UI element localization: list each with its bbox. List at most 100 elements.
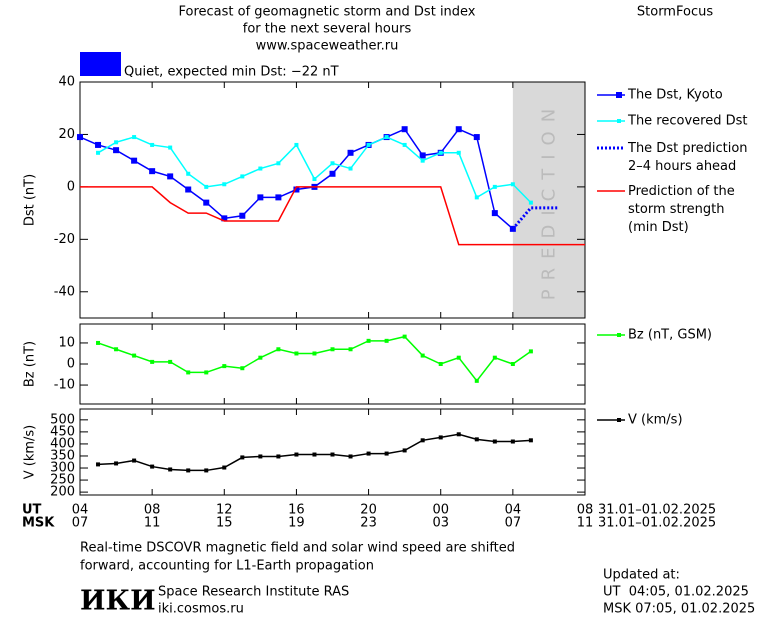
point <box>294 452 299 457</box>
point <box>312 452 317 457</box>
legend-label: The Dst prediction 2–4 hours ahead <box>627 141 748 174</box>
point <box>186 468 191 473</box>
series-line <box>97 335 532 383</box>
point <box>438 150 443 155</box>
point <box>420 158 425 163</box>
footer-note: forward, accounting for L1-Earth propaga… <box>80 559 374 574</box>
point <box>528 349 533 354</box>
legend-label: V (km/s) <box>628 413 683 428</box>
y-tick-label: 450 <box>50 424 75 439</box>
point <box>168 145 173 150</box>
x-tick-label: 08 <box>144 503 161 518</box>
point <box>455 126 462 133</box>
point <box>330 161 335 166</box>
status-text: Quiet, expected min Dst: −22 nT <box>124 65 339 80</box>
legend-marker <box>617 333 621 337</box>
point <box>474 378 479 383</box>
legend-label: Prediction of the storm strength (min Dst) <box>628 184 735 235</box>
site: iki.cosmos.ru <box>158 602 244 617</box>
x-tick-label: 12 <box>216 503 233 518</box>
point <box>186 171 191 176</box>
series-line <box>80 186 585 246</box>
point <box>221 215 228 222</box>
point <box>276 161 281 166</box>
point <box>384 135 389 140</box>
point <box>402 448 407 453</box>
point <box>275 194 282 201</box>
x-tick-label: 19 <box>288 516 305 531</box>
point <box>132 458 137 463</box>
point <box>347 149 354 156</box>
legend-marker <box>617 418 621 422</box>
point <box>258 355 263 360</box>
y-tick-label: 300 <box>50 461 75 476</box>
point <box>150 359 155 364</box>
plot-frame <box>79 408 586 496</box>
point <box>420 438 425 443</box>
y-tick-label: 500 <box>50 412 75 427</box>
x-row-label: UT <box>22 503 42 518</box>
series-line <box>97 433 531 472</box>
point <box>492 439 497 444</box>
x-tick-label: 20 <box>360 503 377 518</box>
y-axis-label: Bz (nT) <box>23 341 38 387</box>
legend-label: The Dst, Kyoto <box>627 88 723 103</box>
point <box>257 194 264 201</box>
point <box>167 173 174 180</box>
x-tick-label: 23 <box>360 516 377 531</box>
point <box>150 464 155 469</box>
point <box>528 438 533 443</box>
point <box>204 468 209 473</box>
x-tick-label: 00 <box>432 503 449 518</box>
point <box>510 439 515 444</box>
point <box>473 134 480 141</box>
point <box>276 454 281 459</box>
point <box>276 347 281 352</box>
point <box>258 166 263 171</box>
updated-title: Updated at: <box>603 568 680 583</box>
point <box>348 454 353 459</box>
point <box>510 362 515 366</box>
point <box>419 152 426 159</box>
point <box>168 359 173 364</box>
point <box>132 135 137 140</box>
x-tick-label: 16 <box>288 503 305 518</box>
point <box>401 126 408 133</box>
point <box>222 364 227 369</box>
plot-frame <box>79 323 586 405</box>
point <box>222 182 227 187</box>
updated-ut: UT 04:05, 01.02.2025 <box>603 585 749 600</box>
point <box>77 134 83 141</box>
point <box>366 338 371 343</box>
point <box>348 166 353 171</box>
y-tick-label: 10 <box>58 335 75 350</box>
updated-msk: MSK 07:05, 01.02.2025 <box>603 602 755 617</box>
point <box>492 184 497 189</box>
point <box>185 186 192 193</box>
point <box>456 150 461 155</box>
point <box>330 452 335 457</box>
y-tick-label: -20 <box>54 232 75 247</box>
legend-label: Bz (nT, GSM) <box>628 328 712 343</box>
y-axis-label: V (km/s) <box>23 425 38 480</box>
point <box>329 170 336 177</box>
point <box>168 467 173 472</box>
series-line <box>97 136 532 204</box>
point <box>366 451 371 456</box>
x-tick-label: 15 <box>216 516 233 531</box>
point <box>240 366 245 371</box>
x-tick-label: 07 <box>72 516 89 531</box>
point <box>240 174 245 179</box>
point <box>204 184 209 189</box>
point <box>438 435 443 440</box>
point <box>96 150 101 155</box>
point <box>150 142 155 147</box>
point <box>240 455 245 460</box>
y-axis-label: Dst (nT) <box>23 174 38 226</box>
y-tick-label: -40 <box>54 284 75 299</box>
logo: ИКИ <box>80 586 156 617</box>
point <box>96 340 101 345</box>
point <box>402 142 407 147</box>
point <box>131 157 138 164</box>
footer-note: Real-time DSCOVR magnetic field and sola… <box>80 541 515 556</box>
